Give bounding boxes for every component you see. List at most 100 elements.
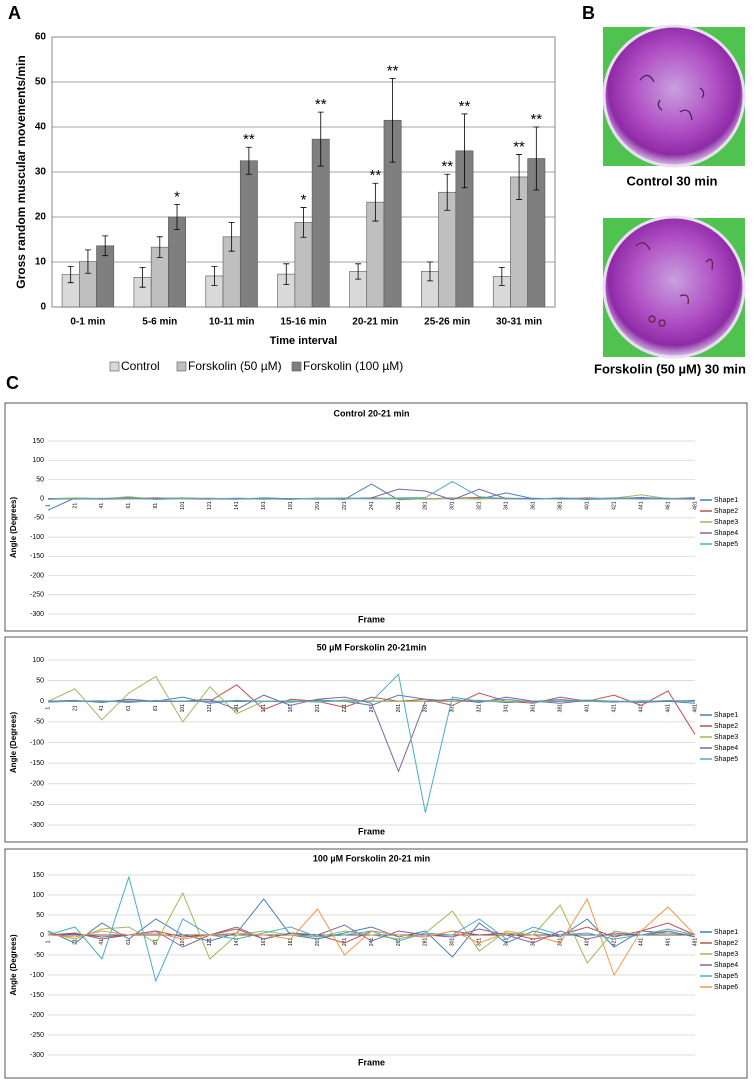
x-tick-label: 361: [531, 501, 537, 510]
x-tick-label: 141: [234, 501, 240, 510]
legend-label: Shape4: [714, 745, 738, 752]
x-tick-label: 381: [558, 501, 564, 510]
y-tick-label: 150: [32, 438, 44, 445]
x-tick-label: 61: [126, 705, 132, 711]
significance-label: **: [315, 96, 327, 113]
legend-label: Shape3: [714, 734, 738, 741]
significance-label: **: [513, 138, 525, 155]
y-tick-label: 10: [35, 257, 47, 268]
y-tick-label: 100: [32, 657, 44, 664]
x-tick-label: 25-26 min: [424, 317, 470, 328]
x-tick-label: 241: [369, 501, 375, 510]
error-bar-path: [156, 236, 163, 258]
error-bar-path: [516, 154, 523, 200]
x-tick-label: 101: [180, 501, 186, 510]
x-tick-label: 1: [45, 940, 51, 943]
error-bar: [102, 235, 109, 257]
y-tick-label: 0: [40, 932, 44, 939]
x-tick-label: 441: [638, 704, 644, 713]
y-axis-label: Angle (Degrees): [9, 711, 18, 773]
panel-label: C: [6, 373, 19, 393]
y-tick-label: -250: [30, 592, 44, 599]
y-tick-label: -50: [34, 515, 44, 522]
chart-title: 100 µM Forskolin 20-21 min: [313, 853, 430, 863]
legend-label: Shape2: [714, 508, 738, 515]
error-bar-path: [461, 113, 468, 189]
x-axis-label: Frame: [358, 1057, 385, 1067]
x-tick-label: 61: [126, 939, 132, 945]
y-tick-label: -200: [30, 781, 44, 788]
legend-label: Shape1: [714, 929, 738, 936]
y-tick-label: 50: [35, 77, 47, 88]
chart-title: 50 µM Forskolin 20-21min: [317, 642, 427, 652]
series-line: [47, 891, 696, 964]
legend-label: Shape1: [714, 497, 738, 504]
x-tick-label: 141: [234, 704, 240, 713]
x-tick-label: 161: [261, 938, 267, 947]
x-tick-label: 181: [288, 501, 294, 510]
legend-label: Shape2: [714, 940, 738, 947]
series-line: [47, 480, 696, 500]
x-tick-label: 281: [423, 938, 429, 947]
legend-label: Shape1: [714, 712, 738, 719]
x-tick-label: 101: [180, 938, 186, 947]
x-tick-label: 161: [261, 501, 267, 510]
error-bar: [372, 182, 379, 222]
error-bar: [300, 207, 307, 238]
error-bar-path: [174, 204, 181, 230]
error-bar: [174, 204, 181, 230]
legend-label: Control: [121, 359, 160, 373]
y-axis-label: Gross random muscular movements/min: [14, 55, 28, 288]
error-bar: [245, 146, 252, 175]
bar: [239, 160, 258, 308]
y-tick-label: 0: [40, 496, 44, 503]
x-tick-label: 321: [477, 704, 483, 713]
legend-label: Forskolin (100 µM): [303, 359, 403, 373]
error-bar-path: [283, 263, 290, 285]
x-axis-label: Time interval: [270, 335, 338, 347]
series-line: [47, 897, 696, 977]
legend-label: Shape4: [714, 962, 738, 969]
x-tick-label: 41: [99, 939, 105, 945]
y-tick-label: -300: [30, 822, 44, 829]
error-bar: [533, 126, 540, 191]
x-tick-label: 441: [638, 501, 644, 510]
x-tick-label: 81: [153, 705, 159, 711]
x-tick-label: 1: [45, 707, 51, 710]
legend-label: Shape6: [714, 984, 738, 991]
legend-label: Shape5: [714, 973, 738, 980]
series-line: [47, 924, 696, 948]
x-tick-label: 181: [288, 938, 294, 947]
error-bar: [156, 236, 163, 258]
x-tick-label: 41: [99, 705, 105, 711]
error-bar: [426, 261, 433, 282]
chart-frame: [4, 636, 748, 843]
legend-label: Shape5: [714, 756, 738, 763]
y-tick-label: -150: [30, 553, 44, 560]
y-tick-label: -250: [30, 801, 44, 808]
y-tick-label: -200: [30, 1012, 44, 1019]
x-tick-label: 81: [153, 503, 159, 509]
x-tick-label: 281: [423, 501, 429, 510]
y-tick-label: -300: [30, 611, 44, 618]
error-bar-path: [355, 263, 362, 280]
panel-label: A: [8, 3, 21, 23]
y-tick-label: 150: [32, 872, 44, 879]
error-bar: [444, 173, 451, 211]
x-tick-label: 201: [315, 704, 321, 713]
chart-title: Control 20-21 min: [333, 408, 409, 418]
x-tick-label: 5-6 min: [142, 317, 177, 328]
error-bar-path: [444, 173, 451, 211]
x-tick-label: 121: [207, 938, 213, 947]
y-tick-label: -200: [30, 572, 44, 579]
error-bar: [84, 249, 91, 274]
x-tick-label: 381: [558, 704, 564, 713]
legend-swatch: [291, 361, 302, 372]
error-bar-path: [139, 267, 146, 288]
error-bar-path: [211, 266, 218, 286]
x-tick-label: 61: [126, 503, 132, 509]
x-tick-label: 20-21 min: [352, 317, 398, 328]
x-tick-label: 21: [72, 503, 78, 509]
x-tick-label: 121: [207, 501, 213, 510]
y-tick-label: -150: [30, 992, 44, 999]
